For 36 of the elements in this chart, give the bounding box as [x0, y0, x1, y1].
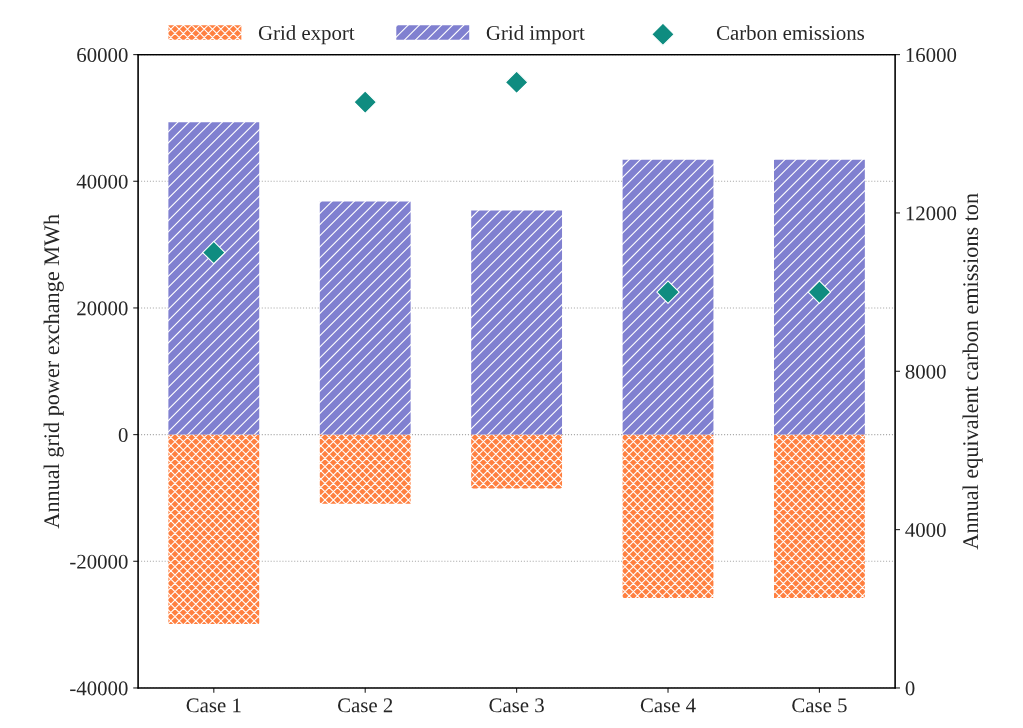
bar: [774, 434, 865, 599]
y2-tick-label: 0: [905, 681, 915, 696]
y-tick-label: 40000: [76, 174, 128, 189]
x-tick-label: Case 3: [489, 698, 544, 713]
bar: [319, 201, 411, 435]
y-tick-label: 20000: [77, 301, 128, 316]
x-tick-label: Case 4: [640, 698, 696, 713]
x-tick-label: Case 2: [338, 698, 393, 713]
x-tick-label: Case 5: [792, 698, 847, 713]
y2-tick-label: 12000: [906, 206, 957, 221]
legend-label: Carbon emissions: [716, 25, 865, 40]
bar: [168, 122, 260, 435]
y-tick-label: -40000: [70, 681, 128, 696]
bar: [168, 434, 260, 624]
point: [353, 90, 377, 114]
y2-tick-label: 16000: [906, 47, 957, 63]
point: [504, 70, 529, 95]
bar: [319, 434, 411, 504]
point: [202, 240, 226, 265]
y2-axis-title: Annual equivalent carbon emissions ton: [962, 193, 983, 550]
bar: [471, 210, 563, 435]
bar: [622, 434, 714, 599]
bar: [622, 159, 714, 435]
point: [807, 280, 832, 304]
x-tick-label: Case 1: [186, 698, 241, 713]
legend-label: Grid export: [258, 25, 355, 45]
y-tick-label: 0: [118, 427, 128, 443]
y-tick-label: -20000: [70, 554, 128, 569]
y2-tick-label: 4000: [905, 522, 946, 538]
bar: [774, 159, 865, 435]
point: [656, 280, 680, 304]
bar: [471, 434, 563, 489]
y-axis-title: Annual grid power exchange MWh: [43, 214, 64, 529]
y-tick-label: 60000: [77, 47, 128, 63]
legend-label: Grid import: [486, 25, 585, 45]
y2-tick-label: 8000: [905, 364, 946, 379]
